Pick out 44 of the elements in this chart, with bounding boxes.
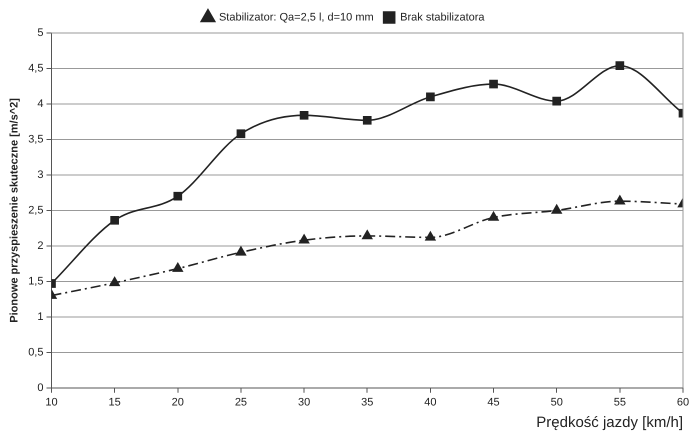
- point: [298, 234, 310, 244]
- y-tick-label: 3,5: [28, 133, 44, 146]
- x-axis-title: Prędkość jazdy [km/h]: [536, 414, 683, 432]
- x-tick-label: 45: [487, 396, 500, 408]
- y-axis-title: Pionowe przyspieszenie skuteczne [m/s^2]: [8, 98, 21, 323]
- x-tick-label: 60: [676, 396, 690, 408]
- y-tick-label: 4,5: [28, 62, 44, 75]
- point: [362, 230, 372, 240]
- x-tick-label: 30: [298, 396, 310, 408]
- x-tick-label: 50: [550, 396, 563, 408]
- point: [173, 192, 182, 201]
- point: [488, 212, 499, 221]
- y-tick-label: 2: [37, 240, 44, 252]
- y-tick-label: 4: [37, 98, 44, 110]
- x-tick-label: 40: [424, 396, 437, 408]
- point: [426, 92, 435, 102]
- y-tick-label: 1,5: [28, 275, 44, 288]
- point: [362, 116, 372, 125]
- y-tick-label: 0: [37, 382, 44, 394]
- x-tick-label: 15: [108, 396, 121, 408]
- x-tick-label: 55: [614, 396, 626, 408]
- point: [552, 204, 562, 214]
- point: [110, 276, 120, 286]
- point: [236, 246, 246, 256]
- point: [614, 195, 625, 204]
- x-tick-label: 35: [361, 396, 374, 408]
- point: [425, 232, 436, 241]
- y-tick-label: 3: [37, 168, 44, 181]
- point: [300, 110, 308, 120]
- point: [489, 80, 498, 88]
- y-tick-label: 0,5: [28, 346, 44, 358]
- point: [110, 216, 119, 225]
- point: [236, 129, 246, 138]
- point: [172, 262, 183, 272]
- y-tick-label: 2,5: [28, 204, 44, 216]
- point: [616, 61, 624, 70]
- y-tick-label: 5: [37, 27, 44, 40]
- x-tick-label: 10: [45, 396, 58, 408]
- legend-label: Brak stabilizatora: [400, 12, 486, 24]
- x-tick-label: 20: [172, 396, 184, 408]
- point: [552, 96, 562, 106]
- x-tick-label: 25: [234, 396, 248, 408]
- legend-label: Stabilizator: Qa=2,5 l, d=10 mm: [218, 12, 374, 24]
- y-tick-label: 1: [37, 310, 44, 323]
